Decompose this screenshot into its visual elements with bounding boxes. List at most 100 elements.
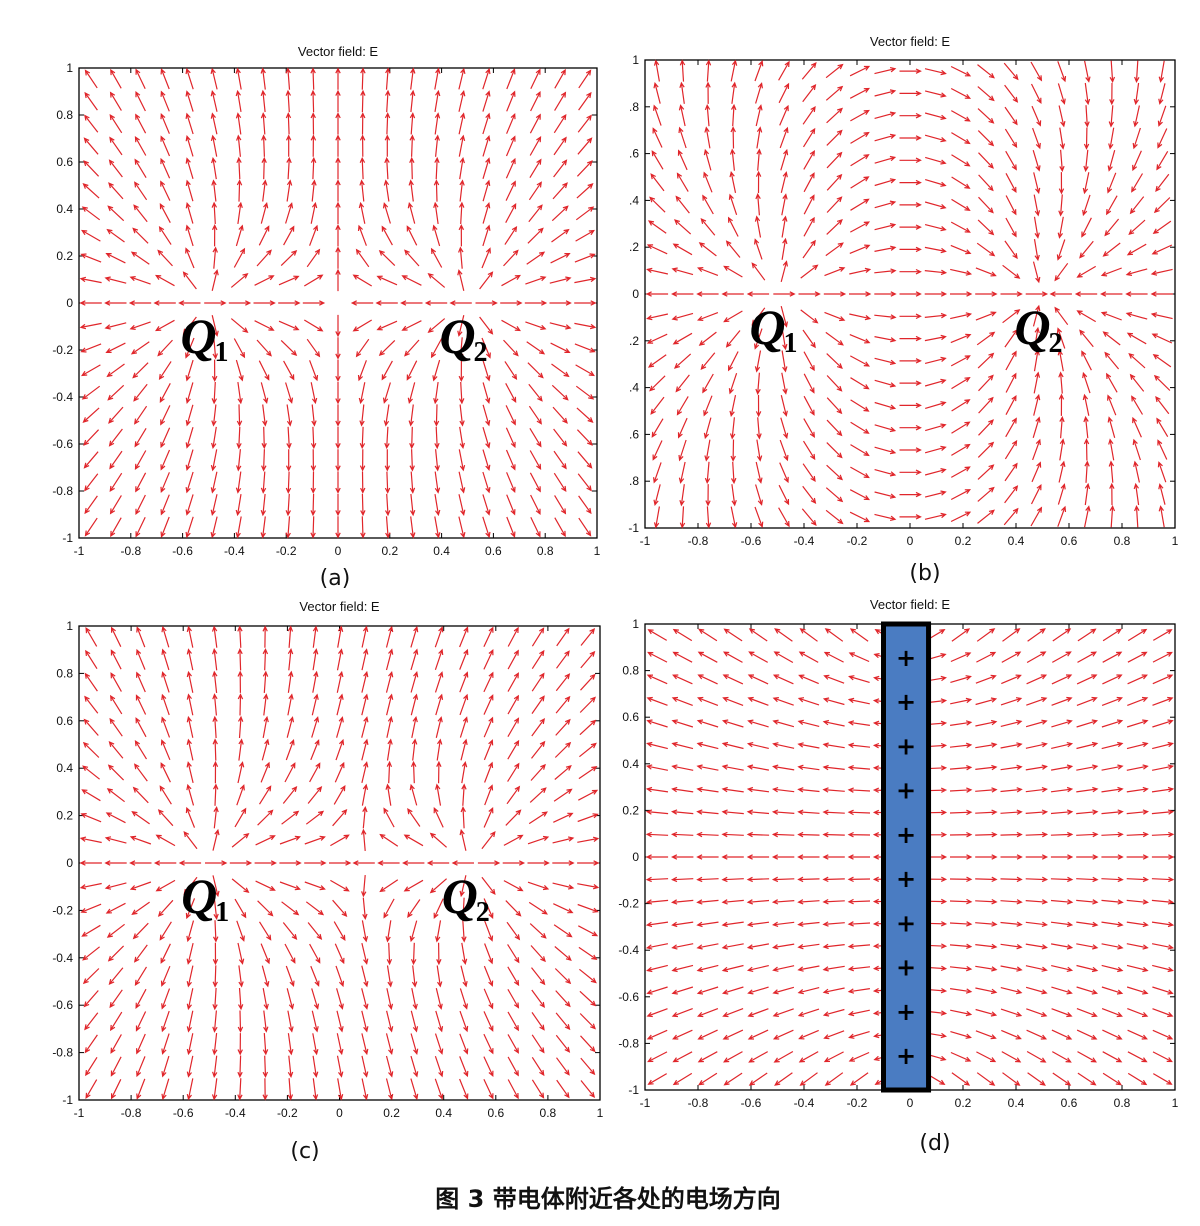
- plus-sign: +: [896, 732, 916, 760]
- field-arrow: [552, 882, 575, 890]
- field-arrow: [386, 715, 394, 738]
- field-arrow: [530, 68, 541, 89]
- field-arrow: [653, 462, 662, 484]
- field-arrow: [280, 249, 298, 267]
- field-arrow: [459, 156, 465, 180]
- field-arrow: [950, 268, 973, 276]
- field-arrow: [263, 693, 269, 716]
- field-arrow: [310, 201, 318, 224]
- field-arrow: [286, 179, 293, 202]
- field-arrow: [436, 760, 442, 784]
- field-arrow: [554, 495, 567, 515]
- field-arrow: [874, 491, 897, 499]
- field-arrow: [507, 717, 520, 737]
- field-arrow: [1134, 60, 1140, 83]
- field-arrow: [286, 426, 292, 450]
- field-arrow: [1032, 150, 1041, 172]
- field-arrow: [1125, 312, 1148, 320]
- field-arrow: [525, 321, 547, 330]
- field-arrow: [1102, 1072, 1122, 1086]
- field-arrow: [111, 1079, 122, 1100]
- field-arrow: [384, 449, 391, 472]
- field-arrow: [781, 328, 788, 351]
- field-arrow: [799, 628, 818, 642]
- field-arrow: [721, 854, 744, 860]
- field-arrow: [574, 253, 596, 263]
- field-arrow: [899, 224, 922, 230]
- field-arrow: [696, 899, 719, 905]
- field-arrow: [850, 131, 870, 144]
- field-arrow: [772, 697, 794, 706]
- field-arrow: [755, 484, 763, 506]
- field-arrow: [647, 629, 668, 641]
- x-tick-label: -0.2: [847, 534, 868, 548]
- field-arrow: [254, 275, 275, 286]
- field-arrow: [1132, 150, 1142, 172]
- field-arrow: [385, 516, 391, 539]
- field-arrow: [705, 59, 712, 82]
- field-arrow: [754, 328, 763, 350]
- field-arrow: [731, 484, 737, 507]
- x-tick-label: 0: [336, 1106, 343, 1120]
- field-arrow: [1126, 899, 1149, 905]
- field-arrow: [697, 1008, 719, 1018]
- field-arrow: [262, 670, 269, 693]
- field-arrow: [185, 202, 194, 224]
- field-arrow: [230, 318, 249, 333]
- field-arrow: [185, 359, 194, 382]
- field-arrow: [287, 1055, 294, 1078]
- field-arrow: [384, 493, 391, 517]
- field-arrow: [285, 382, 294, 404]
- field-arrow: [721, 831, 744, 838]
- field-arrow: [411, 965, 418, 988]
- field-arrow: [671, 876, 694, 883]
- field-arrow: [237, 1055, 243, 1078]
- field-arrow: [553, 472, 567, 493]
- field-arrow: [1101, 986, 1124, 995]
- field-arrow: [645, 876, 669, 883]
- field-arrow: [976, 1051, 997, 1063]
- field-arrow: [136, 671, 146, 693]
- field-arrow: [1151, 876, 1175, 883]
- field-arrow: [506, 113, 516, 134]
- field-arrow: [186, 738, 194, 761]
- field-arrow: [924, 378, 947, 387]
- y-tick-label: -0.4: [618, 943, 639, 957]
- field-arrow: [847, 742, 871, 749]
- field-arrow: [309, 360, 319, 382]
- field-arrow: [335, 516, 341, 539]
- field-arrow: [383, 404, 390, 427]
- field-arrow: [159, 921, 172, 941]
- field-arrow: [874, 357, 897, 365]
- field-arrow: [578, 766, 598, 780]
- field-arrow: [1109, 505, 1116, 528]
- field-arrow: [212, 920, 219, 943]
- field-arrow: [1004, 485, 1019, 504]
- field-arrow: [975, 809, 998, 816]
- field-arrow: [481, 830, 496, 850]
- field-arrow: [256, 339, 272, 357]
- field-arrow: [507, 966, 520, 987]
- field-arrow: [778, 60, 790, 81]
- field-arrow: [212, 828, 220, 851]
- field-arrow: [722, 674, 744, 685]
- field-arrow: [310, 471, 316, 494]
- field-arrow: [850, 444, 870, 457]
- field-arrow: [672, 1051, 693, 1063]
- field-arrow: [336, 693, 344, 716]
- field-arrow: [361, 716, 369, 738]
- field-arrow: [554, 946, 572, 962]
- field-arrow: [579, 719, 597, 736]
- field-arrow: [1151, 809, 1175, 815]
- field-arrow: [1108, 438, 1115, 461]
- field-arrow: [433, 807, 444, 828]
- field-arrow: [1107, 416, 1116, 438]
- field-arrow: [361, 670, 369, 693]
- field-arrow: [160, 943, 171, 964]
- field-arrow: [160, 157, 171, 179]
- field-arrow: [260, 493, 267, 517]
- field-arrow: [1033, 216, 1040, 239]
- field-arrow: [213, 897, 219, 920]
- field-arrow: [309, 224, 319, 246]
- field-arrow: [262, 404, 268, 427]
